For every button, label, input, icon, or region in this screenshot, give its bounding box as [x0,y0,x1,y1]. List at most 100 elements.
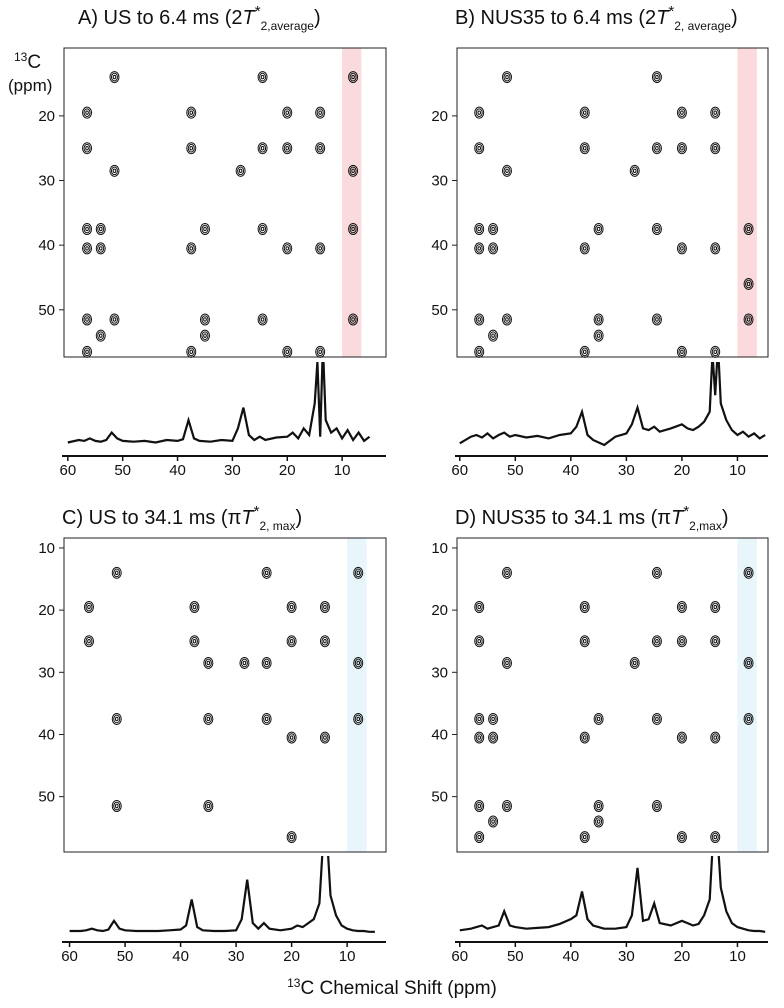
contour-ring [474,223,485,236]
contour-ring [206,660,211,666]
x-tick-label: 10 [334,462,351,479]
contour-ring [261,712,272,725]
contour-ring [285,145,290,151]
contour-ring [629,656,640,669]
contour-ring [711,832,719,842]
contour-ring [95,223,106,236]
y-tick-label: 30 [38,664,55,681]
contour-ring [596,803,601,809]
plot-frame [456,47,769,358]
contour-ring [489,733,497,742]
y-label-sup: 13 [14,50,28,64]
cross-peak [282,345,293,358]
contour-ring [505,168,509,174]
contour-ring [238,168,243,174]
contour-ring [289,604,294,610]
cross-peak [83,635,94,648]
contour-ring [579,831,590,844]
contour-ring [85,317,89,322]
x-tick-label: 30 [228,948,245,965]
cross-peak [710,106,721,119]
title-text: B) NUS35 to 6.4 ms (2 [455,7,656,29]
contour-ring [189,349,194,355]
contour-ring [746,226,751,232]
contour-ring [203,799,214,812]
cross-peak [286,731,297,744]
contour-ring [596,317,601,322]
cross-peak [189,601,200,614]
contour-ring [189,110,194,115]
contour-ring [596,226,601,232]
cross-peak [488,815,499,828]
contour-ring [316,347,324,357]
cross-peak [203,712,214,725]
contour-ring [82,223,93,236]
title-sub: 2, max [259,519,295,533]
contour-ring [286,831,297,844]
contour-ring [489,714,497,724]
cross-peak [282,242,293,255]
contour-ring [595,714,603,724]
contour-ring [680,834,684,840]
contour-ring [711,347,719,357]
cross-peak [579,242,590,255]
contour-ring [316,143,324,153]
contour-ring [505,803,509,809]
cross-peak [261,656,272,669]
contour-ring [489,331,497,340]
y-tick-label: 40 [431,726,448,743]
cross-peak [261,566,272,579]
contour-ring [653,72,661,82]
contour-ring [82,142,93,155]
y-axis-label: 13C [14,50,41,73]
contour-ring [595,315,603,324]
cross-peak [474,831,485,844]
x-tick-label: 40 [172,948,189,965]
contour-ring [678,636,686,646]
contour-ring [260,317,265,322]
contour-ring [710,731,721,744]
y-tick-label: 50 [38,789,55,806]
contour-ring [711,733,719,742]
contour-ring [354,658,362,668]
contour-ring [676,731,687,744]
contour-ring [85,349,89,355]
contour-ring [651,313,662,326]
contour-ring [315,345,326,358]
contour-ring [629,164,640,177]
cross-peak [286,635,297,648]
contour-ring [83,315,91,324]
cross-peak [82,345,93,358]
contour-ring [203,226,207,232]
contour-ring [187,347,195,357]
y-tick-label: 20 [38,602,55,619]
contour-ring [579,106,590,119]
contour-ring [710,142,721,155]
contour-ring [319,601,330,614]
contour-ring [349,315,357,324]
cross-peak [319,635,330,648]
contour-ring [83,143,91,153]
cross-peak [710,635,721,648]
cross-peak [629,164,640,177]
contour-ring [503,568,511,578]
contour-ring [680,735,684,740]
x-tick-label: 20 [279,462,296,479]
contour-ring [713,834,718,840]
contour-ring [348,71,359,84]
contour-ring [632,660,637,666]
contour-ring [477,317,482,322]
contour-ring [581,143,589,153]
contour-ring [505,660,509,666]
contour-ring [475,244,483,253]
contour-ring [263,714,271,724]
contour-ring [655,570,659,576]
cross-peak [488,242,499,255]
contour-ring [593,815,604,828]
cross-peak [474,731,485,744]
title-text: D) NUS35 to 34.1 ms (π [455,507,671,529]
contour-ring [475,347,483,357]
cross-peak [710,831,721,844]
plot-frame [63,537,387,853]
contour-ring [655,226,659,232]
